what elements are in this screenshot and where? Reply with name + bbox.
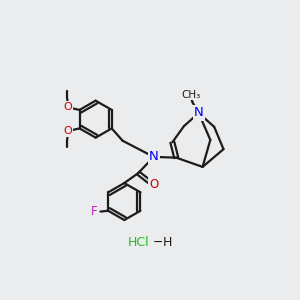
Text: O: O: [64, 127, 72, 136]
Text: N: N: [149, 150, 159, 164]
Text: −: −: [152, 236, 163, 249]
Text: O: O: [64, 102, 72, 112]
Text: O: O: [149, 178, 158, 191]
Text: N: N: [194, 106, 204, 119]
Text: H: H: [163, 236, 172, 249]
Text: CH₃: CH₃: [181, 89, 201, 100]
Text: F: F: [91, 205, 98, 218]
Text: HCl: HCl: [128, 236, 149, 249]
